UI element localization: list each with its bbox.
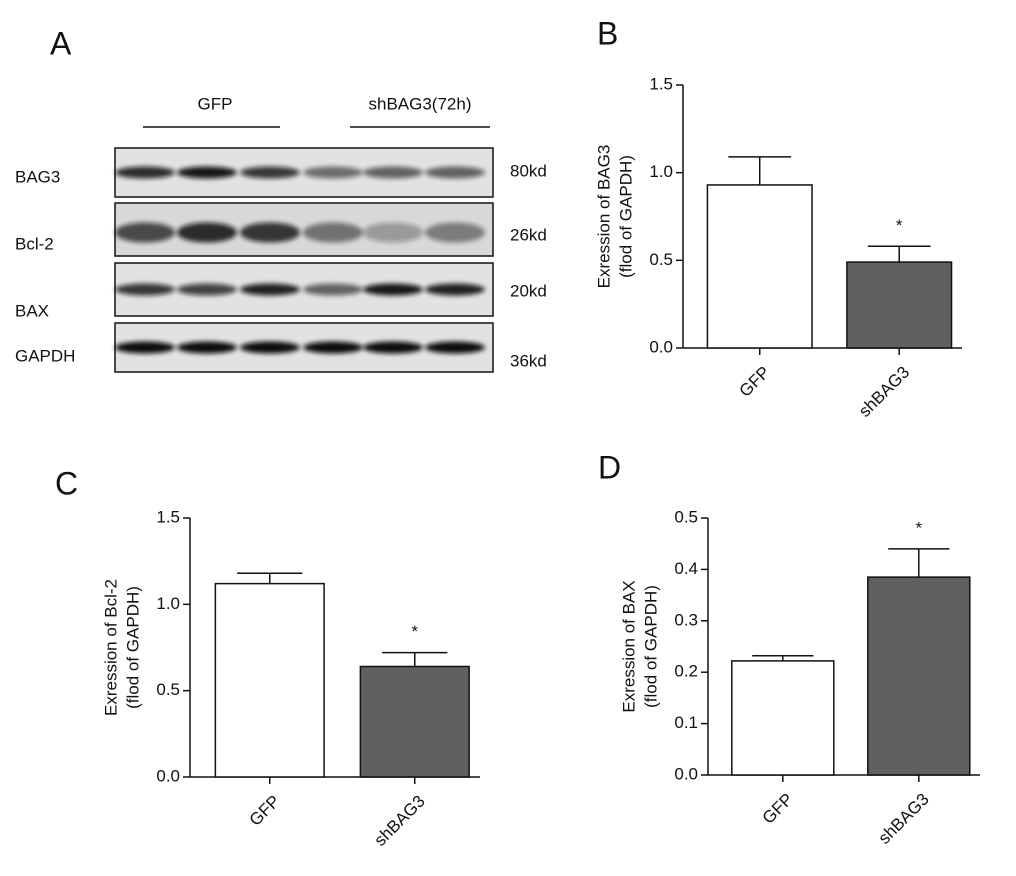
y-tick-label: 0.1 — [674, 713, 698, 732]
significance: * — [915, 518, 922, 537]
panel-label: C — [55, 465, 78, 501]
size-label: 36kd — [510, 351, 547, 370]
row-label: Bcl-2 — [15, 234, 54, 253]
y-axis-label: Exression of Bcl-2 — [101, 579, 120, 716]
panel-label: A — [50, 25, 72, 61]
y-tick-label: 0.4 — [674, 559, 698, 578]
significance: * — [896, 216, 903, 235]
blot-band — [425, 166, 485, 179]
blot-band — [363, 166, 423, 179]
y-tick-label: 0.0 — [156, 766, 180, 785]
bar — [731, 660, 835, 776]
y-tick-label: 0.0 — [649, 337, 673, 356]
x-tick-label: GFP — [759, 790, 797, 828]
blot-band — [303, 283, 363, 296]
y-axis-label: (flod of GAPDH) — [641, 585, 660, 708]
size-label: 80kd — [510, 161, 547, 180]
y-tick-label: 1.0 — [649, 162, 673, 181]
row-label: BAX — [15, 301, 49, 320]
x-tick-label: GFP — [246, 792, 284, 830]
blot-band — [177, 283, 237, 296]
blot-band — [115, 222, 175, 243]
blot-band — [177, 166, 237, 179]
blot-band — [363, 283, 423, 296]
blot-band — [240, 283, 300, 296]
y-tick-label: 0.5 — [156, 680, 180, 699]
y-tick-label: 0.2 — [674, 662, 698, 681]
bar — [214, 582, 325, 778]
blot-band — [240, 166, 300, 179]
group-label: shBAG3(72h) — [369, 94, 472, 113]
blot-band — [115, 166, 175, 179]
blot-band — [363, 341, 423, 354]
panel-label: D — [598, 449, 621, 485]
y-axis-label: (flod of GAPDH) — [123, 586, 142, 709]
blot-band — [425, 222, 485, 243]
size-label: 26kd — [510, 225, 547, 244]
blot-band — [177, 222, 237, 243]
blot-band — [177, 341, 237, 354]
blot-band — [115, 341, 175, 354]
blot-band — [303, 166, 363, 179]
blot-band — [240, 222, 300, 243]
size-label: 20kd — [510, 281, 547, 300]
blot-band — [303, 341, 363, 354]
blot-band — [425, 341, 485, 354]
y-axis-label: (flod of GAPDH) — [616, 155, 635, 278]
significance: * — [411, 622, 418, 641]
bar — [706, 184, 813, 349]
y-tick-label: 0.0 — [674, 764, 698, 783]
bar — [867, 576, 971, 776]
row-label: BAG3 — [15, 167, 60, 186]
blot-band — [303, 222, 363, 243]
x-tick-label: shBAG3 — [855, 363, 913, 421]
y-axis-label: Exression of BAG3 — [594, 145, 613, 289]
y-tick-label: 0.3 — [674, 610, 698, 629]
y-tick-label: 0.5 — [649, 250, 673, 269]
x-tick-label: shBAG3 — [371, 792, 429, 850]
x-tick-label: GFP — [736, 363, 774, 401]
y-tick-label: 1.0 — [156, 594, 180, 613]
bar — [359, 665, 470, 778]
group-label: GFP — [198, 94, 233, 113]
blot-band — [240, 341, 300, 354]
x-tick-label: shBAG3 — [875, 790, 933, 848]
y-axis-label: Exression of BAX — [619, 580, 638, 712]
y-tick-label: 0.5 — [674, 507, 698, 526]
blot-band — [425, 283, 485, 296]
bar — [846, 261, 953, 349]
panel-label: B — [597, 15, 618, 51]
y-tick-label: 1.5 — [156, 507, 180, 526]
blot-band — [115, 283, 175, 296]
blot-band — [363, 222, 423, 243]
y-tick-label: 1.5 — [649, 74, 673, 93]
row-label: GAPDH — [15, 346, 75, 365]
